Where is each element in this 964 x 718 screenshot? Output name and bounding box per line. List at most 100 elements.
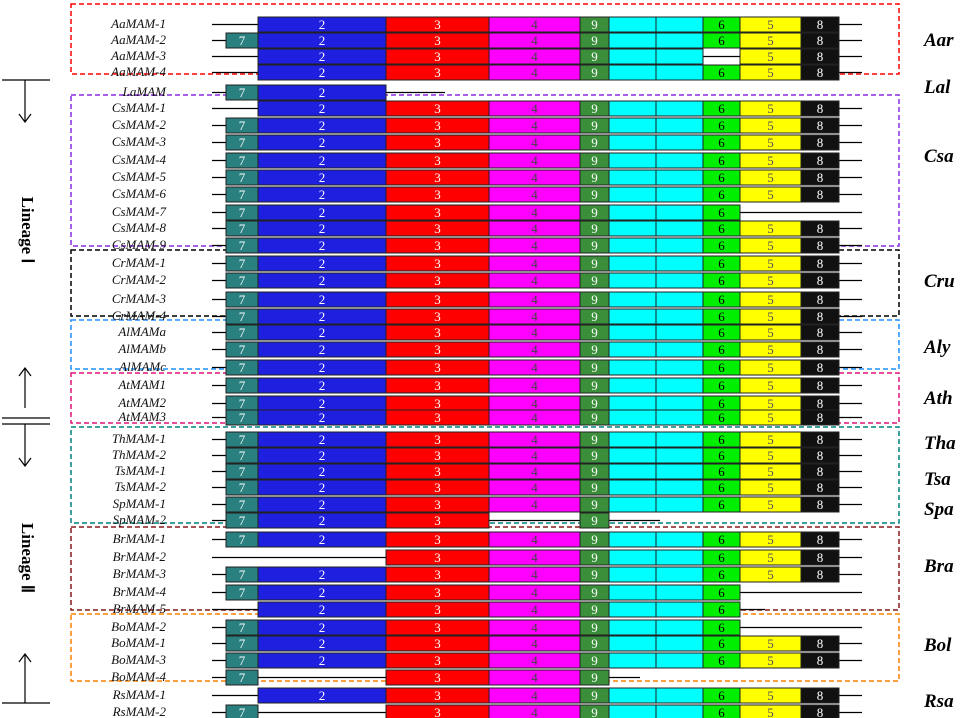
domain-number: 4 xyxy=(531,497,538,512)
domain-number: 3 xyxy=(434,221,441,236)
domain-number: 6 xyxy=(718,205,725,220)
gene-row-aamam-2: 7 2 3 4 9 6 5 8 AaMAM-2 xyxy=(110,32,862,49)
domain-number: 4 xyxy=(531,567,538,582)
domain-number: 3 xyxy=(434,292,441,307)
domain-number: 2 xyxy=(319,653,326,668)
domain-number: 6 xyxy=(718,17,725,32)
gene-rows: 2 3 4 9 6 5 8 AaMAM-1 7 2 3 4 9 6 5 8 AaMAM-2 2 3 4 9 5 8 AaMAM… xyxy=(110,16,862,718)
domain-8 xyxy=(800,687,840,704)
domain-number: 5 xyxy=(767,567,774,582)
domain-cyan xyxy=(655,635,704,652)
domain-number: 3 xyxy=(434,378,441,393)
domain-number: 8 xyxy=(817,360,824,375)
domain-cyan xyxy=(655,377,704,394)
domain-number: 6 xyxy=(718,292,725,307)
domain-number: 4 xyxy=(531,118,538,133)
domain-number: 3 xyxy=(434,153,441,168)
domain-number: 5 xyxy=(767,309,774,324)
domain-number: 5 xyxy=(767,448,774,463)
domain-cyan xyxy=(655,117,704,134)
domain-cyan xyxy=(655,308,704,325)
gene-row-bomam-1: 7 2 3 4 9 6 5 8 BoMAM-1 xyxy=(111,635,862,652)
domain-8 xyxy=(800,291,840,308)
domain-number: 4 xyxy=(531,33,538,48)
domain-number: 9 xyxy=(591,410,598,425)
domain-number: 7 xyxy=(239,221,246,236)
gene-row-csmam-5: 7 2 3 4 9 6 5 8 CsMAM-5 xyxy=(112,169,862,186)
gene-label: BoMAM-1 xyxy=(111,635,166,650)
gene-row-rsmam-2: 7 3 4 9 6 5 8 RsMAM-2 xyxy=(112,704,862,718)
domain-number: 4 xyxy=(531,378,538,393)
gene-row-brmam-3: 7 2 3 4 9 6 5 8 BrMAM-3 xyxy=(113,566,862,583)
domain-number: 7 xyxy=(239,480,246,495)
domain-number: 7 xyxy=(239,325,246,340)
domain-cyan xyxy=(608,359,657,376)
domain-number: 8 xyxy=(817,238,824,253)
domain-cyan xyxy=(655,100,704,117)
domain-number: 9 xyxy=(591,653,598,668)
domain-number: 7 xyxy=(239,292,246,307)
gene-row-csmam-9: 7 2 3 4 9 6 5 8 CsMAM-9 xyxy=(112,237,862,254)
species-label-cru: Cru xyxy=(924,271,955,292)
domain-number: 8 xyxy=(817,550,824,565)
domain-cyan xyxy=(655,479,704,496)
domain-number: 4 xyxy=(531,238,538,253)
domain-number: 4 xyxy=(531,602,538,617)
domain-number: 9 xyxy=(591,238,598,253)
domain-number: 8 xyxy=(817,432,824,447)
domain-8 xyxy=(800,16,840,33)
domain-number: 9 xyxy=(591,309,598,324)
domain-8 xyxy=(800,447,840,464)
domain-number: 7 xyxy=(239,342,246,357)
domain-number: 4 xyxy=(531,221,538,236)
domain-cyan xyxy=(655,704,704,718)
lineage-2-label: Lineage Ⅱ xyxy=(18,523,37,593)
domain-number: 7 xyxy=(239,135,246,150)
domain-cyan xyxy=(608,169,657,186)
domain-number: 5 xyxy=(767,118,774,133)
domain-number: 3 xyxy=(434,273,441,288)
domain-8 xyxy=(800,134,840,151)
domain-number: 2 xyxy=(319,567,326,582)
domain-number: 5 xyxy=(767,342,774,357)
domain-number: 6 xyxy=(718,396,725,411)
domain-8 xyxy=(800,377,840,394)
gene-row-bomam-2: 7 2 3 4 9 6 BoMAM-2 xyxy=(111,619,862,636)
domain-number: 7 xyxy=(239,567,246,582)
domain-cyan xyxy=(608,496,657,513)
domain-number: 6 xyxy=(718,532,725,547)
domain-number: 7 xyxy=(239,118,246,133)
gene-label: AtMAM1 xyxy=(117,377,166,392)
domain-cyan xyxy=(608,601,657,618)
gene-row-atmam3: 7 2 3 4 9 6 5 8 AtMAM3 xyxy=(117,409,862,426)
domain-number: 3 xyxy=(434,620,441,635)
domain-number: 3 xyxy=(434,101,441,116)
gene-row-brmam-2: 3 4 9 6 5 8 BrMAM-2 xyxy=(113,549,862,566)
domain-cyan xyxy=(655,186,704,203)
domain-number: 3 xyxy=(434,360,441,375)
domain-number: 4 xyxy=(531,360,538,375)
gene-row-crmam-4: 7 2 3 4 9 6 5 8 CrMAM-4 xyxy=(112,308,862,325)
domain-cyan xyxy=(608,324,657,341)
gene-row-spmam-1: 7 2 3 4 9 6 5 8 SpMAM-1 xyxy=(113,496,862,513)
domain-number: 4 xyxy=(531,256,538,271)
domain-number: 4 xyxy=(531,17,538,32)
domain-number: 7 xyxy=(239,187,246,202)
domain-cyan xyxy=(608,117,657,134)
gene-label: BoMAM-4 xyxy=(111,669,166,684)
gene-row-aamam-4: 2 3 4 9 6 5 8 AaMAM-4 xyxy=(110,64,862,81)
domain-number: 8 xyxy=(817,448,824,463)
gene-label: BoMAM-3 xyxy=(111,652,166,667)
domain-number: 6 xyxy=(718,135,725,150)
domain-number: 9 xyxy=(591,464,598,479)
domain-number: 2 xyxy=(319,49,326,64)
species-label-tsa: Tsa xyxy=(924,469,951,490)
gene-row-csmam-4: 7 2 3 4 9 6 5 8 CsMAM-4 xyxy=(112,152,862,169)
gene-row-csmam-3: 7 2 3 4 9 6 5 8 CsMAM-3 xyxy=(112,134,862,151)
domain-number: 5 xyxy=(767,480,774,495)
domain-number: 6 xyxy=(718,342,725,357)
domain-number: 3 xyxy=(434,705,441,718)
domain-number: 6 xyxy=(718,101,725,116)
gene-label: CsMAM-5 xyxy=(112,169,167,184)
domain-number: 9 xyxy=(591,636,598,651)
